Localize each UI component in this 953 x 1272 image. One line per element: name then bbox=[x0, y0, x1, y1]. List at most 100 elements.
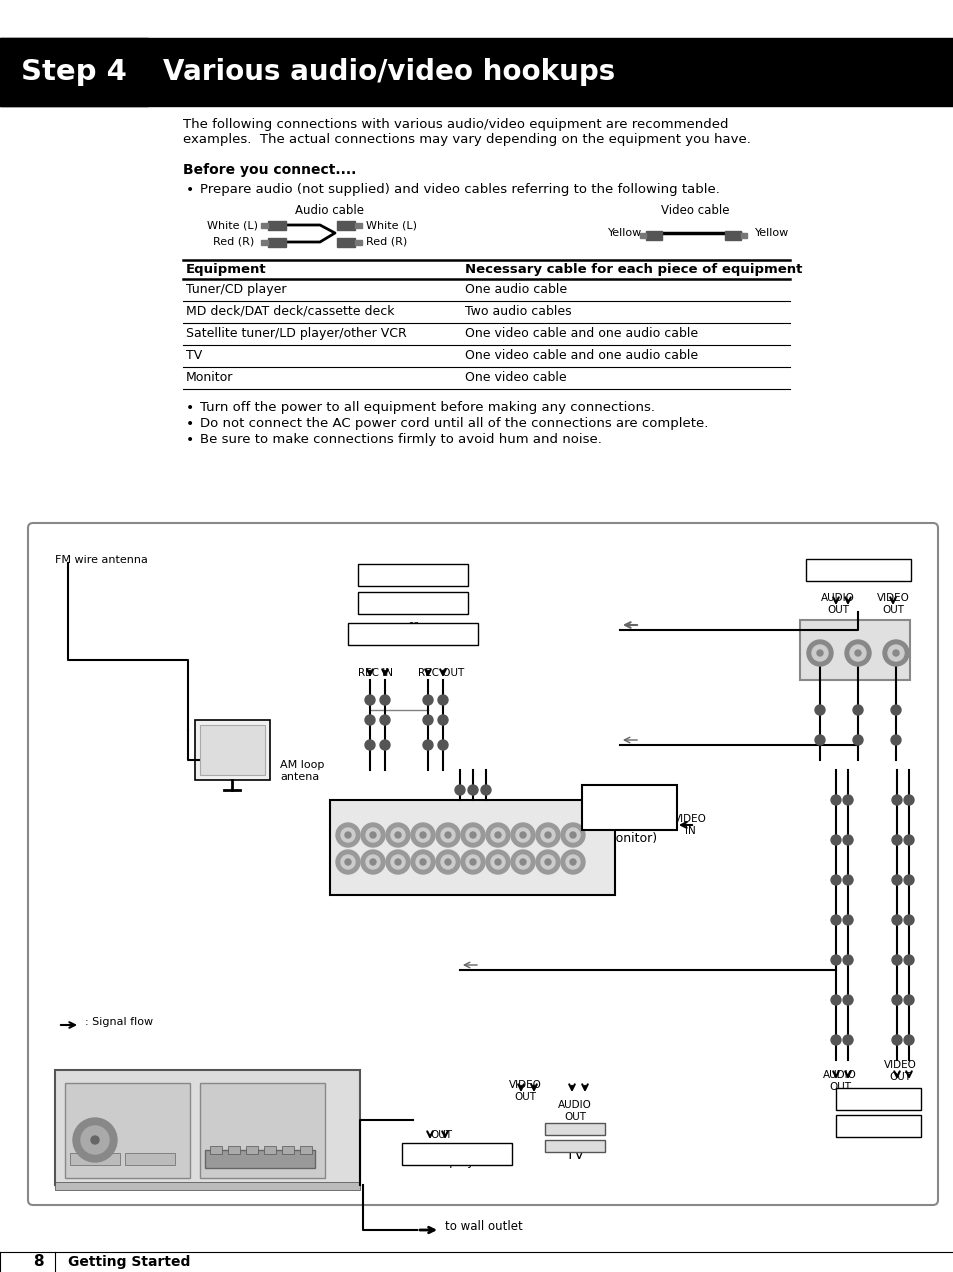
Bar bbox=[835, 1116, 920, 1137]
Circle shape bbox=[852, 705, 862, 715]
Text: Equipment: Equipment bbox=[186, 263, 266, 276]
Text: AUDIO
OUT: AUDIO OUT bbox=[822, 1070, 856, 1091]
Circle shape bbox=[890, 735, 900, 745]
Bar bbox=[70, 1152, 120, 1165]
Circle shape bbox=[569, 832, 576, 838]
Circle shape bbox=[485, 850, 510, 874]
Circle shape bbox=[395, 859, 400, 865]
Circle shape bbox=[516, 855, 530, 869]
Circle shape bbox=[360, 823, 385, 847]
Text: VIDEO
OUT: VIDEO OUT bbox=[876, 593, 908, 614]
Circle shape bbox=[565, 828, 579, 842]
Circle shape bbox=[455, 785, 464, 795]
Bar bbox=[724, 232, 740, 240]
Circle shape bbox=[844, 640, 870, 667]
Bar bbox=[639, 233, 645, 238]
Circle shape bbox=[830, 995, 841, 1005]
Bar bbox=[0, 38, 148, 106]
Text: •: • bbox=[186, 401, 193, 415]
Text: CD player: CD player bbox=[427, 1155, 486, 1168]
Circle shape bbox=[444, 832, 451, 838]
Text: FM wire antenna: FM wire antenna bbox=[55, 555, 148, 565]
Text: MD deck/DAT deck/cassette deck: MD deck/DAT deck/cassette deck bbox=[186, 305, 395, 318]
Circle shape bbox=[365, 715, 375, 725]
Text: Step 4: Step 4 bbox=[21, 59, 127, 86]
Circle shape bbox=[422, 695, 433, 705]
Text: or: or bbox=[407, 591, 417, 602]
Text: Red (R): Red (R) bbox=[213, 237, 254, 247]
Circle shape bbox=[485, 823, 510, 847]
Circle shape bbox=[460, 850, 484, 874]
Circle shape bbox=[842, 1035, 852, 1046]
Circle shape bbox=[842, 955, 852, 965]
Circle shape bbox=[416, 828, 430, 842]
Bar bbox=[268, 238, 286, 247]
Circle shape bbox=[465, 828, 479, 842]
Circle shape bbox=[73, 1118, 117, 1163]
Bar bbox=[264, 1146, 275, 1154]
Bar bbox=[268, 221, 286, 230]
Bar bbox=[357, 563, 468, 586]
Text: AM loop
antena: AM loop antena bbox=[280, 759, 324, 781]
Text: Necessary cable for each piece of equipment: Necessary cable for each piece of equipm… bbox=[464, 263, 801, 276]
Bar bbox=[261, 223, 268, 228]
Bar bbox=[65, 1082, 190, 1178]
Circle shape bbox=[842, 795, 852, 805]
Text: AUDIO
OUT: AUDIO OUT bbox=[821, 593, 854, 614]
Circle shape bbox=[436, 850, 459, 874]
Text: •: • bbox=[186, 432, 193, 446]
Circle shape bbox=[379, 740, 390, 750]
Circle shape bbox=[345, 832, 351, 838]
Circle shape bbox=[480, 785, 491, 795]
Text: LD player: LD player bbox=[849, 1098, 905, 1110]
Bar bbox=[401, 1144, 512, 1165]
Bar bbox=[645, 232, 661, 240]
Circle shape bbox=[495, 859, 500, 865]
Circle shape bbox=[852, 735, 862, 745]
Text: Various audio/video hookups: Various audio/video hookups bbox=[163, 59, 615, 86]
Circle shape bbox=[411, 823, 435, 847]
Circle shape bbox=[516, 828, 530, 842]
Circle shape bbox=[569, 859, 576, 865]
Circle shape bbox=[903, 955, 913, 965]
Bar bbox=[800, 619, 909, 681]
Bar bbox=[55, 1182, 359, 1191]
Circle shape bbox=[391, 828, 405, 842]
Circle shape bbox=[560, 850, 584, 874]
Circle shape bbox=[842, 834, 852, 845]
Circle shape bbox=[891, 955, 901, 965]
Circle shape bbox=[436, 823, 459, 847]
Text: AUDIO
OUT: AUDIO OUT bbox=[558, 1100, 591, 1122]
Circle shape bbox=[335, 850, 359, 874]
Text: •: • bbox=[186, 183, 193, 197]
Text: One audio cable: One audio cable bbox=[464, 282, 566, 296]
Circle shape bbox=[335, 823, 359, 847]
Bar bbox=[299, 1146, 312, 1154]
Circle shape bbox=[419, 832, 426, 838]
Circle shape bbox=[890, 705, 900, 715]
Text: TV: TV bbox=[186, 349, 202, 363]
Circle shape bbox=[340, 828, 355, 842]
Text: : Signal flow: : Signal flow bbox=[85, 1018, 153, 1027]
Circle shape bbox=[830, 1035, 841, 1046]
Bar bbox=[55, 1070, 359, 1186]
Text: Yellow: Yellow bbox=[607, 228, 641, 238]
Circle shape bbox=[882, 640, 908, 667]
Circle shape bbox=[811, 645, 827, 661]
Circle shape bbox=[830, 915, 841, 925]
Circle shape bbox=[544, 859, 551, 865]
Text: VIDEO
OUT: VIDEO OUT bbox=[882, 1060, 916, 1081]
Bar bbox=[581, 785, 677, 831]
Bar bbox=[200, 1082, 325, 1178]
Circle shape bbox=[366, 828, 379, 842]
Text: VIDEO
OUT: VIDEO OUT bbox=[508, 1080, 541, 1102]
Circle shape bbox=[345, 859, 351, 865]
Circle shape bbox=[903, 1035, 913, 1046]
Circle shape bbox=[437, 740, 448, 750]
Circle shape bbox=[903, 875, 913, 885]
Circle shape bbox=[540, 855, 555, 869]
Bar bbox=[200, 725, 265, 775]
Circle shape bbox=[903, 834, 913, 845]
Text: MD deck: MD deck bbox=[387, 577, 438, 590]
Text: OUT: OUT bbox=[430, 1130, 452, 1140]
